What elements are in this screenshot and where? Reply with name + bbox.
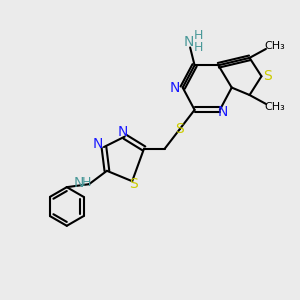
Text: H: H [194,29,203,42]
Text: S: S [129,177,138,190]
Text: N: N [118,125,128,139]
Text: S: S [263,69,272,83]
Text: H: H [81,176,91,189]
Text: N: N [218,105,228,119]
Text: N: N [74,176,84,190]
Text: N: N [170,81,181,94]
Text: H: H [194,41,203,54]
Text: CH₃: CH₃ [265,102,285,112]
Text: N: N [184,34,194,49]
Text: S: S [175,122,184,136]
Text: CH₃: CH₃ [265,41,285,51]
Text: N: N [93,137,103,151]
